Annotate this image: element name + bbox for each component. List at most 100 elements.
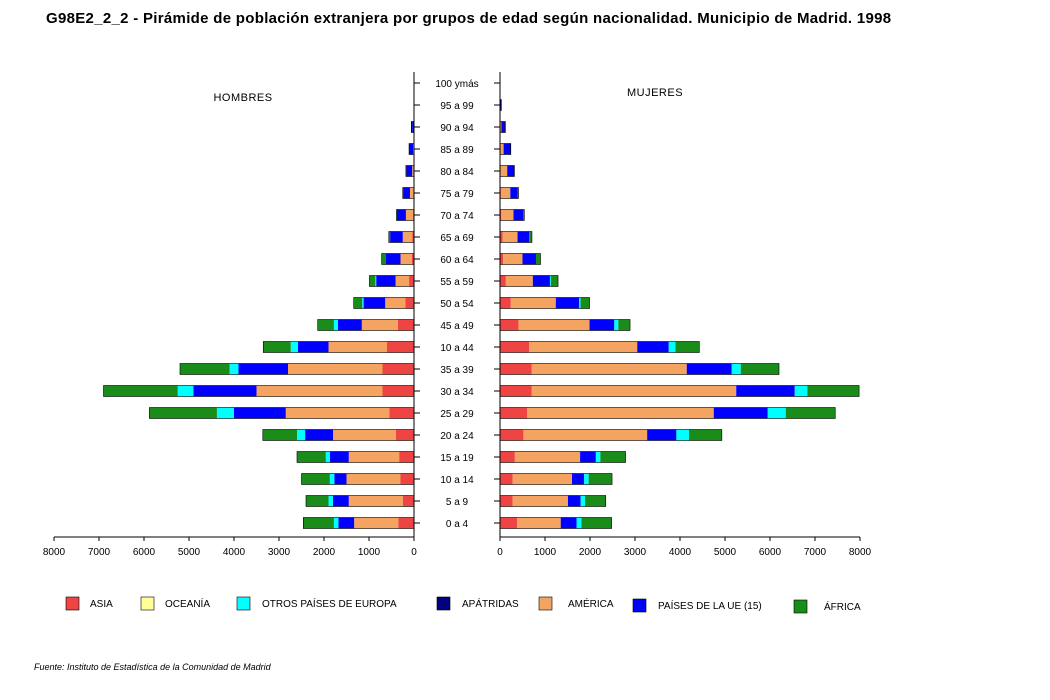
bar-women-15-a-19-america bbox=[514, 451, 581, 463]
women-x-tick-label: 1000 bbox=[534, 547, 557, 558]
bar-men-25-a-29-paises-de-la-ue-15 bbox=[234, 407, 286, 419]
age-group-labels: 100 ymás 95 a 99 90 a 94 85 a 89 80 a 84 75 a… bbox=[414, 79, 500, 530]
bar-women-25-a-29-paises-de-la-ue-15 bbox=[713, 407, 768, 419]
bar-men-55-a-59-america bbox=[395, 275, 410, 287]
bar-women-55-a-59-otros-paises-de-europa bbox=[549, 275, 551, 287]
age-group-label: 45 a 49 bbox=[440, 321, 474, 332]
bar-men-45-a-49-america bbox=[361, 319, 398, 331]
bar-men-10-a-44-africa bbox=[263, 341, 291, 353]
bar-men-45-a-49-paises-de-la-ue-15 bbox=[337, 319, 362, 331]
bar-women-60-a-64-america bbox=[503, 253, 523, 265]
legend-label-apatridas: APÁTRIDAS bbox=[462, 597, 519, 610]
bar-women-25-a-29-america bbox=[527, 407, 714, 419]
bar-men-45-a-49-africa bbox=[317, 319, 334, 331]
bar-women-25-a-29-asia bbox=[500, 407, 527, 419]
bar-women-60-a-64-asia bbox=[500, 253, 504, 265]
age-group-label: 90 a 94 bbox=[440, 123, 474, 134]
bar-men-25-a-29-otros-paises-de-europa bbox=[216, 407, 234, 419]
men-x-tick-label: 3000 bbox=[268, 547, 291, 558]
bar-women-80-a-84-apatridas bbox=[513, 165, 515, 177]
bar-women-90-a-94-apatridas bbox=[504, 121, 506, 133]
bar-men-35-a-39-paises-de-la-ue-15 bbox=[238, 363, 288, 375]
bar-men-60-a-64-africa bbox=[381, 253, 386, 265]
bar-men-25-a-29-america bbox=[285, 407, 390, 419]
bar-men-75-a-79-paises-de-la-ue-15 bbox=[403, 187, 410, 199]
bar-women-0-a-4-paises-de-la-ue-15 bbox=[560, 517, 577, 529]
bar-women-65-a-69-africa bbox=[529, 231, 532, 243]
age-group-label: 25 a 29 bbox=[440, 409, 474, 420]
bar-men-50-a-54-america bbox=[385, 297, 406, 309]
bar-men-30-a-34-africa bbox=[103, 385, 178, 397]
legend-label-asia: ASIA bbox=[90, 599, 113, 610]
bar-men-15-a-19-paises-de-la-ue-15 bbox=[329, 451, 349, 463]
age-group-label: 85 a 89 bbox=[440, 145, 474, 156]
bar-women-85-a-89-paises-de-la-ue-15 bbox=[503, 143, 510, 155]
bar-men-65-a-69-paises-de-la-ue-15 bbox=[390, 231, 403, 243]
bar-men-65-a-69-america bbox=[402, 231, 413, 243]
bar-men-25-a-29-africa bbox=[149, 407, 217, 419]
bar-men-5-a-9-america bbox=[348, 495, 403, 507]
bar-women-45-a-49-asia bbox=[500, 319, 519, 331]
bar-women-5-a-9-asia bbox=[500, 495, 513, 507]
bar-men-50-a-54-asia bbox=[405, 297, 414, 309]
bar-men-10-a-14-america bbox=[346, 473, 401, 485]
axes-layer: 8000 7000 6000 5000 4000 3000 2000 1000 0 0 1000 20… bbox=[43, 72, 872, 558]
bar-women-35-a-39-asia bbox=[500, 363, 532, 375]
women-x-tick-label: 3000 bbox=[624, 547, 647, 558]
bar-women-50-a-54-africa bbox=[580, 297, 590, 309]
bar-women-10-a-14-africa bbox=[588, 473, 613, 485]
bar-men-50-a-54-africa bbox=[353, 297, 363, 309]
bar-men-10-a-14-asia bbox=[400, 473, 414, 485]
bar-men-0-a-4-america bbox=[354, 517, 399, 529]
bar-women-15-a-19-asia bbox=[500, 451, 515, 463]
legend-swatch-asia bbox=[65, 596, 80, 611]
chart-title: G98E2_2_2 - Pirámide de población extran… bbox=[46, 10, 892, 27]
bar-women-55-a-59-paises-de-la-ue-15 bbox=[532, 275, 550, 287]
bar-women-0-a-4-otros-paises-de-europa bbox=[576, 517, 582, 529]
age-group-label: 5 a 9 bbox=[446, 497, 469, 508]
bar-women-30-a-34-africa bbox=[807, 385, 860, 397]
age-group-label: 65 a 69 bbox=[440, 233, 474, 244]
bar-women-50-a-54-otros-paises-de-europa bbox=[579, 297, 581, 309]
bar-women-80-a-84-paises-de-la-ue-15 bbox=[507, 165, 514, 177]
bar-men-90-a-94-apatridas bbox=[411, 121, 413, 133]
bar-men-10-a-14-otros-paises-de-europa bbox=[329, 473, 335, 485]
bar-women-10-a-44-otros-paises-de-europa bbox=[668, 341, 676, 353]
bar-men-35-a-39-asia bbox=[382, 363, 414, 375]
bar-men-35-a-39-otros-paises-de-europa bbox=[229, 363, 239, 375]
panel-label-mujeres: MUJERES bbox=[627, 87, 683, 99]
bar-women-25-a-29-otros-paises-de-europa bbox=[767, 407, 786, 419]
age-group-label: 100 ymás bbox=[435, 79, 478, 90]
bar-men-35-a-39-africa bbox=[180, 363, 230, 375]
men-x-tick-label: 5000 bbox=[178, 547, 201, 558]
bar-men-10-a-44-asia bbox=[387, 341, 414, 353]
bar-women-10-a-44-asia bbox=[500, 341, 530, 353]
bar-women-75-a-79-america bbox=[500, 187, 511, 199]
bar-women-30-a-34-otros-paises-de-europa bbox=[794, 385, 808, 397]
legend-label-africa: ÁFRICA bbox=[824, 600, 861, 613]
age-group-label: 55 a 59 bbox=[440, 277, 474, 288]
bar-men-80-a-84-paises-de-la-ue-15 bbox=[406, 165, 413, 177]
bar-men-5-a-9-paises-de-la-ue-15 bbox=[333, 495, 349, 507]
legend-swatch-oceania bbox=[140, 596, 155, 611]
bar-women-50-a-54-paises-de-la-ue-15 bbox=[555, 297, 580, 309]
men-x-tick-label: 8000 bbox=[43, 547, 66, 558]
bar-women-0-a-4-asia bbox=[500, 517, 518, 529]
bar-women-60-a-64-paises-de-la-ue-15 bbox=[522, 253, 536, 265]
bar-men-65-a-69-asia bbox=[412, 231, 414, 243]
age-group-label: 30 a 34 bbox=[440, 387, 474, 398]
legend-label-otros-paises-de-europa: OTROS PAÍSES DE EUROPA bbox=[262, 597, 397, 610]
men-x-tick-label: 1000 bbox=[358, 547, 381, 558]
bar-men-70-a-74-paises-de-la-ue-15 bbox=[396, 209, 406, 221]
bar-women-60-a-64-africa bbox=[536, 253, 541, 265]
bar-women-65-a-69-asia bbox=[500, 231, 503, 243]
bar-women-50-a-54-america bbox=[510, 297, 556, 309]
men-x-tick-label: 0 bbox=[411, 547, 417, 558]
bar-men-0-a-4-otros-paises-de-europa bbox=[333, 517, 339, 529]
bar-men-0-a-4-asia bbox=[398, 517, 414, 529]
bar-men-15-a-19-america bbox=[348, 451, 400, 463]
bar-women-95-a-99-apatridas bbox=[500, 99, 502, 111]
bar-women-15-a-19-africa bbox=[600, 451, 626, 463]
bar-women-70-a-74-paises-de-la-ue-15 bbox=[513, 209, 524, 221]
bar-men-15-a-19-asia bbox=[399, 451, 414, 463]
